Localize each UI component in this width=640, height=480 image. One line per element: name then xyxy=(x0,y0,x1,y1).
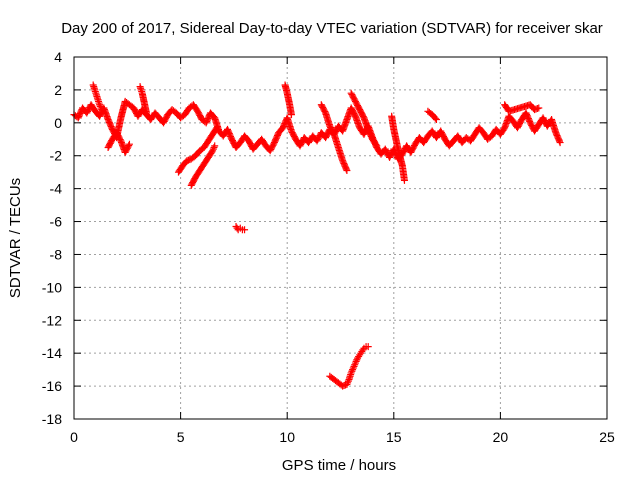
data-point xyxy=(351,361,359,369)
y-tick-label: 0 xyxy=(54,115,62,131)
y-tick-label: 2 xyxy=(54,82,62,98)
y-tick-label: -6 xyxy=(50,214,63,230)
data-point xyxy=(372,141,380,149)
data-point xyxy=(343,167,351,175)
data-point xyxy=(400,176,408,184)
series-segment-21h-peak xyxy=(501,101,543,115)
data-point xyxy=(125,142,133,150)
series-cluster-13h xyxy=(326,343,372,390)
data-point xyxy=(342,165,350,173)
y-tick-labels: 4 2 0 -2 -4 -6 -8 -10 -12 -14 -16 -18 xyxy=(42,49,62,427)
data-point xyxy=(535,104,543,112)
x-tick-labels: 0 5 10 15 20 25 xyxy=(70,429,615,445)
data-point xyxy=(373,142,381,150)
data-point xyxy=(211,142,219,150)
data-point xyxy=(431,114,439,122)
data-point xyxy=(343,380,351,388)
series-segment-13h-rise xyxy=(347,89,381,150)
y-tick-label: -16 xyxy=(42,378,62,394)
data-point xyxy=(344,377,352,385)
data-point xyxy=(350,362,358,370)
series-segment-16h-hump xyxy=(424,107,440,124)
chart-title: Day 200 of 2017, Sidereal Day-to-day VTE… xyxy=(61,20,603,37)
y-tick-label: -12 xyxy=(42,312,62,328)
series-main-trace xyxy=(70,97,564,163)
data-point xyxy=(348,367,356,375)
data-point xyxy=(359,346,367,354)
x-tick-label: 15 xyxy=(386,429,402,445)
series-segment-15h-drop xyxy=(388,112,408,184)
series-segment-5h-descent xyxy=(174,124,221,176)
x-tick-label: 25 xyxy=(599,429,615,445)
y-tick-label: -18 xyxy=(42,411,62,427)
data-point xyxy=(212,125,220,133)
data-point xyxy=(209,147,217,155)
data-point xyxy=(97,104,105,112)
data-point xyxy=(351,359,359,367)
data-point xyxy=(209,145,217,153)
data-point xyxy=(555,137,563,145)
data-point xyxy=(349,364,357,372)
data-point xyxy=(241,226,249,234)
tick-marks xyxy=(73,56,608,420)
y-tick-label: 4 xyxy=(54,49,62,65)
data-point xyxy=(347,369,355,377)
series-segment-early-dip xyxy=(104,129,133,156)
data-point xyxy=(210,144,218,151)
series-segment-5h-lower xyxy=(187,142,219,189)
data-point xyxy=(432,116,440,124)
data-point xyxy=(96,102,104,110)
x-tick-label: 0 xyxy=(70,429,78,445)
data-point xyxy=(98,106,106,114)
data-point xyxy=(344,379,352,387)
data-point xyxy=(96,101,104,109)
data-points xyxy=(70,81,564,390)
data-point xyxy=(556,139,564,147)
series-segment-spike-1h xyxy=(89,81,106,114)
data-point xyxy=(349,366,357,374)
data-point xyxy=(142,109,150,117)
data-point xyxy=(352,357,360,365)
data-point xyxy=(287,111,295,119)
y-tick-label: -10 xyxy=(42,279,62,295)
series-cluster-8h xyxy=(232,222,249,234)
y-axis-label: SDTVAR / TECUs xyxy=(7,178,24,298)
x-tick-label: 10 xyxy=(279,429,295,445)
data-point xyxy=(213,124,221,132)
series-segment-spike-3h xyxy=(136,83,150,117)
series-segment-10h-spike xyxy=(281,81,295,119)
y-tick-label: -4 xyxy=(50,181,63,197)
plot-frame xyxy=(73,56,608,420)
data-point xyxy=(208,148,216,156)
x-tick-label: 5 xyxy=(177,429,185,445)
data-point xyxy=(125,140,133,148)
y-tick-label: -2 xyxy=(50,148,63,164)
y-tick-label: -14 xyxy=(42,345,62,361)
y-tick-label: -8 xyxy=(50,246,63,262)
series-segment-12h-dip xyxy=(317,101,351,175)
x-axis-label: GPS time / hours xyxy=(282,457,396,474)
x-tick-label: 20 xyxy=(493,429,509,445)
data-point xyxy=(364,343,372,351)
